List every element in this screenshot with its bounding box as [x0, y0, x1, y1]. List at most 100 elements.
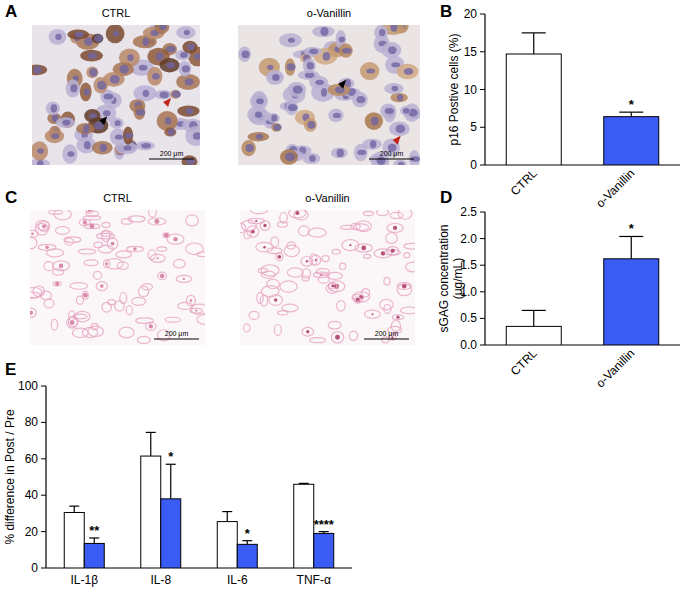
matrix — [84, 224, 100, 229]
nucleus — [385, 108, 394, 114]
matrix — [51, 319, 58, 330]
nucleus — [125, 133, 133, 138]
scale-bar-label: 200 μm — [375, 330, 399, 338]
cell — [384, 83, 403, 94]
nucleus — [242, 51, 250, 59]
cell — [277, 255, 281, 259]
matrix — [137, 336, 150, 343]
nucleus — [271, 115, 277, 122]
y-tick — [480, 212, 485, 213]
cell — [182, 155, 198, 165]
y-tick-label: 0.0 — [460, 338, 477, 352]
cell — [154, 219, 159, 224]
cell — [287, 82, 306, 97]
nucleus — [186, 108, 194, 115]
matrix — [86, 210, 92, 213]
y-tick — [41, 386, 46, 387]
cell — [32, 141, 48, 160]
error-bar — [227, 512, 228, 522]
cell — [274, 298, 277, 301]
bar — [294, 484, 314, 568]
y-tick-label: 60 — [25, 452, 39, 466]
matrix — [397, 284, 412, 296]
matrix — [308, 228, 326, 237]
nucleus — [309, 48, 318, 54]
cell — [380, 103, 396, 118]
cell — [190, 299, 193, 302]
matrix — [148, 218, 166, 225]
cell — [365, 112, 383, 130]
matrix — [384, 277, 390, 284]
matrix — [244, 324, 250, 332]
nucleus — [37, 148, 44, 153]
matrix — [107, 238, 117, 249]
error-bar — [94, 538, 95, 543]
matrix — [149, 210, 157, 217]
nucleus — [379, 29, 385, 36]
matrix — [332, 249, 340, 254]
nucleus — [366, 69, 375, 74]
nucleus — [113, 31, 119, 37]
plot-area — [506, 33, 659, 165]
error-cap — [522, 310, 546, 311]
y-tick — [41, 495, 46, 496]
y-tick-label: 2.5 — [460, 205, 477, 219]
y-tick — [480, 345, 485, 346]
matrix — [197, 315, 205, 325]
cell — [62, 144, 77, 164]
matrix — [119, 327, 134, 338]
matrix — [82, 291, 88, 299]
error-bar — [74, 506, 75, 512]
matrix — [257, 293, 264, 304]
cell — [100, 284, 104, 288]
nucleus — [75, 31, 84, 37]
scale-bar-label: 200 μm — [160, 150, 184, 158]
significance: ** — [89, 523, 100, 538]
nucleus — [184, 30, 190, 36]
cell — [80, 50, 103, 62]
cell — [306, 330, 309, 333]
matrix — [329, 283, 337, 289]
cell — [103, 72, 125, 87]
matrix — [302, 327, 314, 336]
cell — [92, 34, 104, 43]
matrix — [64, 237, 81, 243]
cell — [393, 226, 397, 230]
nucleus — [333, 113, 341, 118]
matrix — [240, 223, 246, 233]
matrix — [68, 316, 78, 326]
nucleus — [395, 125, 405, 134]
nucleus — [245, 144, 253, 152]
y-tick — [480, 265, 485, 266]
matrix — [55, 227, 69, 235]
nucleus — [84, 141, 91, 149]
matrix — [70, 283, 87, 290]
matrix — [287, 268, 303, 277]
cell — [309, 76, 328, 89]
matrix — [328, 321, 341, 329]
matrix — [341, 225, 354, 229]
cell — [339, 44, 353, 58]
cell — [45, 246, 49, 250]
matrix — [173, 259, 185, 268]
y-tick — [41, 458, 46, 459]
error-bar — [631, 236, 632, 258]
matrix — [340, 263, 346, 269]
matrix — [356, 221, 371, 232]
y-tick — [41, 422, 46, 423]
y-tick-label: 15 — [464, 45, 478, 59]
error-bar — [631, 112, 632, 117]
cell — [48, 29, 66, 45]
nucleus — [115, 120, 121, 126]
matrix — [93, 271, 101, 279]
significance: * — [245, 526, 251, 541]
nucleus — [94, 35, 103, 43]
cell — [157, 257, 159, 259]
nucleus — [307, 121, 315, 129]
image-background — [238, 25, 420, 165]
nucleus — [100, 144, 107, 152]
nucleus — [397, 94, 403, 101]
cell — [32, 64, 47, 75]
matrix — [337, 301, 346, 312]
matrix — [261, 271, 275, 278]
